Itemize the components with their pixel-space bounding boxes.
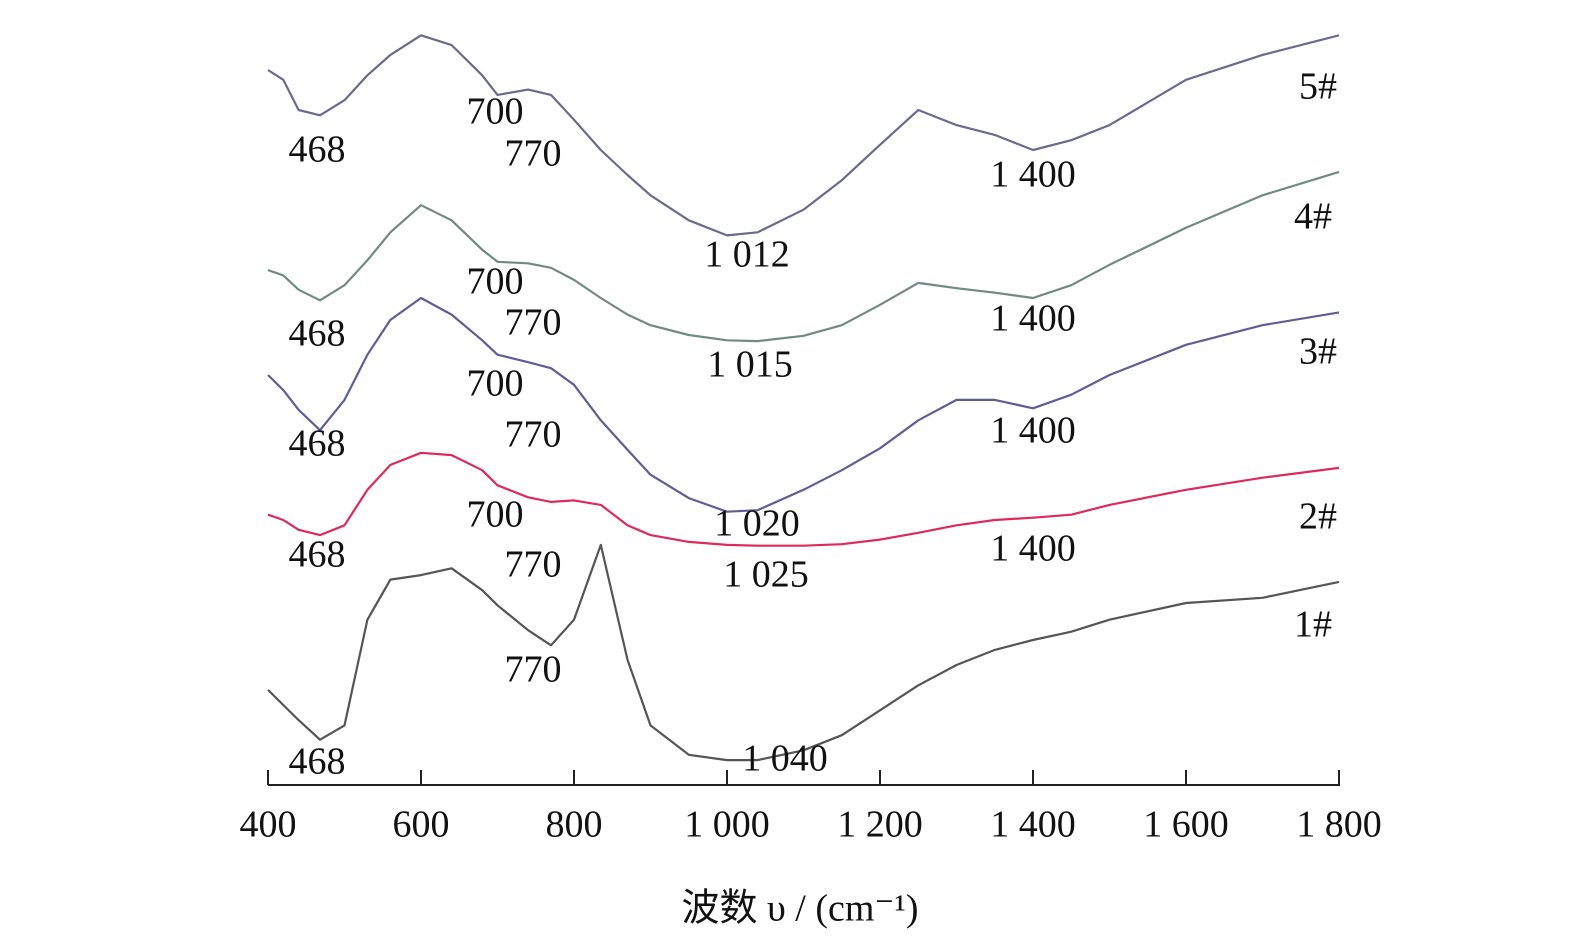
peak-label: 770 [505,414,562,456]
peak-label: 1 040 [742,738,828,780]
spectrum-line [267,451,1340,547]
peak-label: 770 [505,302,562,344]
spectrum-line [267,543,1340,762]
peak-label: 468 [289,741,346,783]
x-tick-label: 800 [546,804,603,846]
x-tick-label: 1 000 [684,804,770,846]
x-tick-label: 1 600 [1143,804,1229,846]
spectrum-line [267,296,1340,513]
peak-label: 700 [467,91,524,133]
peak-label: 700 [467,261,524,303]
peak-label: 468 [289,534,346,576]
peak-label: 1 020 [714,503,800,545]
spectrum-line [267,34,1340,237]
peak-label: 770 [505,544,562,586]
series-label: 5# [1299,66,1337,108]
peak-label: 770 [505,133,562,175]
x-tick-label: 1 400 [990,804,1076,846]
peak-label: 700 [467,363,524,405]
peak-label: 1 015 [707,344,793,386]
series-label: 1# [1294,604,1332,646]
series-label: 2# [1299,496,1337,538]
peak-label: 1 025 [723,554,809,596]
peak-label: 1 400 [990,528,1076,570]
peak-label: 1 400 [990,154,1076,196]
series-label: 3# [1299,331,1337,373]
peak-label: 1 400 [990,410,1076,452]
peak-label: 770 [505,649,562,691]
x-axis-label: 波数 υ / (cm⁻¹) [681,888,918,930]
peak-label: 1 012 [704,234,790,276]
x-tick-label: 400 [240,804,297,846]
x-tick-label: 1 200 [837,804,923,846]
peak-label: 468 [289,313,346,355]
x-tick-label: 600 [393,804,450,846]
series-label: 4# [1294,196,1332,238]
spectrum-line [267,170,1340,343]
x-tick-label: 1 800 [1296,804,1382,846]
peak-label: 468 [289,129,346,171]
peak-label: 468 [289,423,346,465]
peak-label: 1 400 [990,298,1076,340]
peak-label: 700 [467,494,524,536]
